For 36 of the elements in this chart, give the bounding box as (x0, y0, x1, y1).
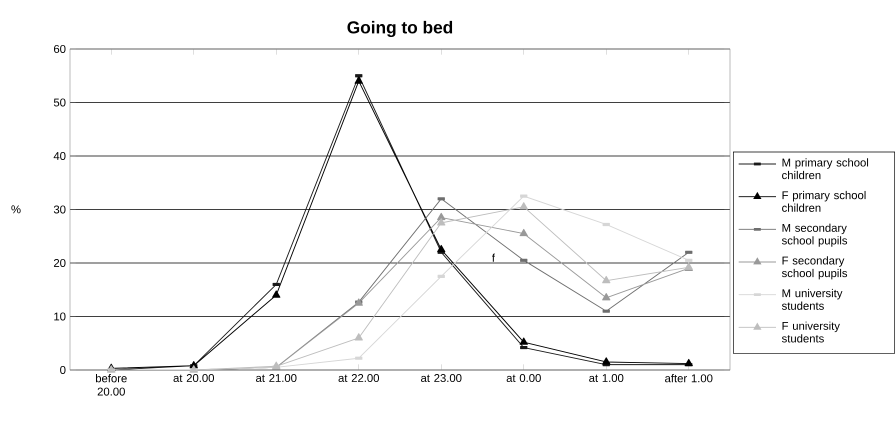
point (354, 333, 363, 340)
point (520, 337, 528, 345)
x-tick-label: at 21.00 (256, 374, 297, 382)
y-tick-label: 30 (54, 206, 66, 214)
chart-title: Going to bed (347, 20, 452, 38)
point (602, 276, 610, 284)
y-tick-label: 50 (54, 98, 66, 106)
point (684, 358, 693, 366)
annotation: f (492, 254, 495, 262)
point (520, 202, 528, 210)
x-tick-label: at 20.00 (174, 374, 214, 382)
x-tick-label: before 20.00 (96, 374, 127, 396)
x-tick-label: at 0.00 (506, 374, 541, 382)
x-tick-label: at 23.00 (421, 374, 462, 382)
point (437, 244, 446, 252)
legend-label: M secondary school pupils (782, 224, 848, 247)
point (437, 212, 446, 220)
legend-label: F primary school children (782, 190, 866, 212)
y-axis-title: % (11, 205, 21, 214)
y-tick-label: 0 (60, 366, 66, 374)
x-tick-label: at 22.00 (338, 374, 380, 382)
legend-label: M primary school children (782, 158, 868, 180)
x-tick-label: after 1.00 (665, 374, 712, 382)
y-tick-label: 60 (54, 45, 66, 53)
point (354, 76, 363, 84)
point (272, 290, 280, 298)
x-tick-label: at 1.00 (589, 374, 624, 382)
legend-label: M university students (782, 288, 842, 310)
legend-label: F university students (782, 322, 840, 343)
point (602, 293, 610, 300)
y-tick-label: 20 (54, 259, 66, 267)
point (520, 228, 528, 236)
y-tick-label: 10 (54, 312, 66, 320)
y-tick-label: 40 (54, 152, 66, 160)
legend-label: F secondary school pupils (782, 256, 848, 280)
point (437, 218, 446, 226)
